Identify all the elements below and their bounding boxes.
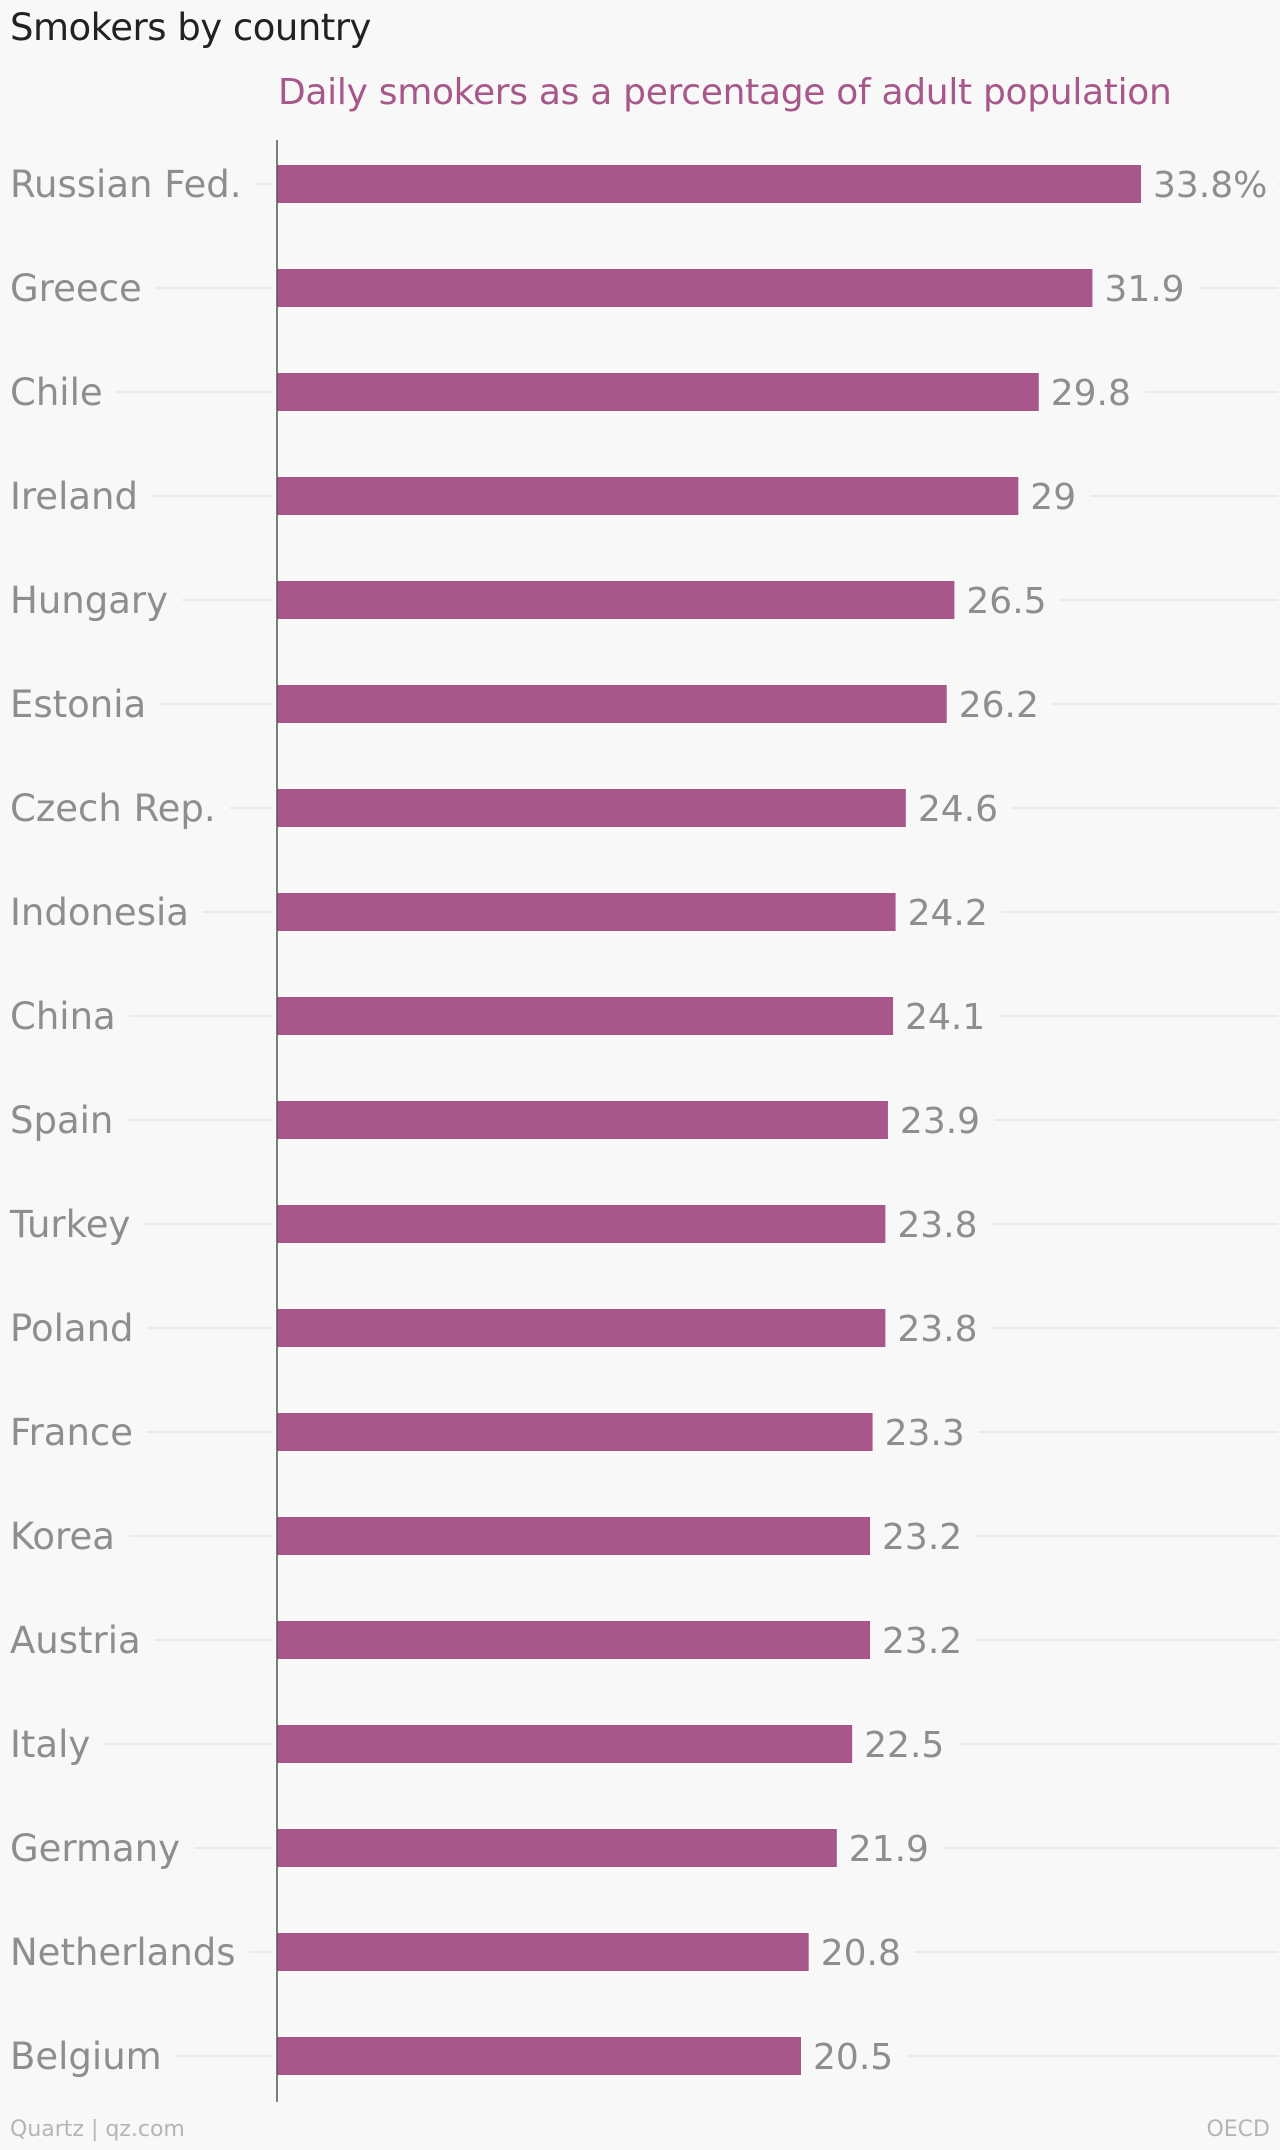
category-label: Ireland (10, 475, 138, 518)
category-label: China (10, 995, 116, 1038)
category-label: Chile (10, 371, 103, 414)
category-label: Netherlands (10, 1931, 236, 1974)
category-label: Hungary (10, 579, 168, 622)
bar (277, 1933, 809, 1971)
bar (277, 997, 894, 1035)
value-label: 29.8 (1051, 373, 1131, 414)
bar (277, 165, 1141, 203)
bar (277, 2037, 802, 2075)
footer-source: OECD (1206, 2117, 1270, 2142)
value-label: 23.3 (885, 1413, 965, 1454)
value-label: 26.2 (959, 685, 1039, 726)
category-label: Korea (10, 1515, 115, 1558)
bar (277, 893, 896, 931)
chart-title: Smokers by country (10, 6, 371, 49)
bar (277, 373, 1039, 411)
value-label: 23.2 (882, 1517, 962, 1558)
category-label: Poland (10, 1307, 134, 1350)
value-label: 23.8 (897, 1205, 977, 1246)
value-label: 22.5 (864, 1725, 944, 1766)
bar (277, 1621, 871, 1659)
bar (277, 1829, 837, 1867)
value-label: 24.1 (905, 997, 985, 1038)
bar (277, 581, 955, 619)
category-label: Italy (10, 1723, 90, 1766)
bar (277, 1309, 886, 1347)
value-label: 26.5 (966, 581, 1046, 622)
category-label: France (10, 1411, 133, 1454)
value-label: 23.8 (897, 1309, 977, 1350)
value-label: 29 (1030, 477, 1076, 518)
value-label: 23.9 (900, 1101, 980, 1142)
footer-credit: Quartz | qz.com (10, 2117, 185, 2142)
bar (277, 1517, 871, 1555)
value-label: 24.2 (908, 893, 988, 934)
category-label: Czech Rep. (10, 787, 216, 830)
value-label: 20.5 (813, 2037, 893, 2078)
value-label: 20.8 (821, 1933, 901, 1974)
bar (277, 1101, 888, 1139)
category-label: Turkey (9, 1203, 130, 1246)
bar (277, 1725, 853, 1763)
value-label: 33.8% (1153, 165, 1267, 206)
chart-subtitle: Daily smokers as a percentage of adult p… (278, 72, 1172, 113)
category-label: Belgium (10, 2035, 162, 2078)
bar (277, 477, 1019, 515)
bar (277, 1413, 873, 1451)
bar (277, 789, 906, 827)
value-label: 24.6 (918, 789, 998, 830)
value-label: 21.9 (849, 1829, 929, 1870)
category-label: Austria (10, 1619, 141, 1662)
category-label: Indonesia (10, 891, 189, 934)
bar (277, 685, 947, 723)
value-label: 31.9 (1104, 269, 1184, 310)
category-label: Spain (10, 1099, 113, 1142)
category-label: Germany (10, 1827, 180, 1870)
category-label: Greece (10, 267, 142, 310)
value-label: 23.2 (882, 1621, 962, 1662)
bar (277, 269, 1093, 307)
bar (277, 1205, 886, 1243)
category-label: Estonia (10, 683, 146, 726)
category-label: Russian Fed. (10, 163, 242, 206)
